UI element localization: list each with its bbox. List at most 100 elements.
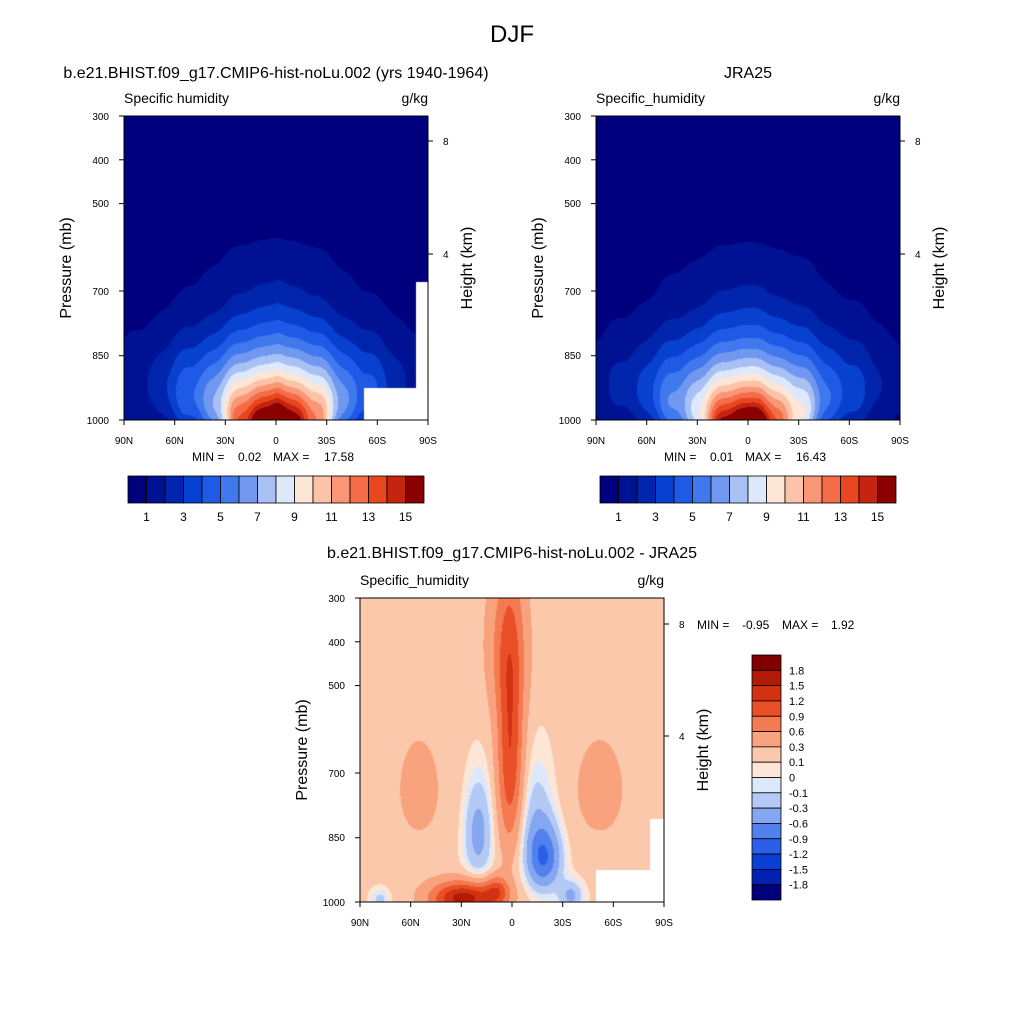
panel-diff-colorbar-box-7 [751,761,782,778]
panel-model-colorbar-box-11 [331,475,351,504]
panel-diff-y-ticks: 300 400 500 700 850 1000 [323,594,360,909]
panel-diff-ytick-label-1000: 1000 [323,898,346,909]
panel-model-max-label: MAX = [273,450,309,464]
figure-title: DJF [490,21,534,48]
panel-diff-y2-ticks: 8 4 [664,620,685,743]
panel-obs-colorbar-box-3 [655,475,675,504]
panel-diff-xtick-label-30n: 30N [452,918,470,929]
panel-model-ytick-label-300: 300 [92,112,109,123]
panel-model-max-value: 17.58 [324,450,354,464]
panel-diff: b.e21.BHIST.f09_g17.CMIP6-hist-noLu.002 … [294,545,855,929]
panel-obs-xtick-label-90s: 90S [891,436,909,447]
panel-model-contour-field [124,116,428,420]
panel-model-colorbar-label-0: 1 [143,510,150,524]
panel-model-min-value: 0.02 [238,450,262,464]
panel-obs-left-string: Specific_humidity [596,90,705,106]
panel-obs-colorbar-box-12 [821,475,841,504]
panel-obs-ytick-label-300: 300 [564,112,581,123]
panel-diff-xtick-label-90n: 90N [351,918,369,929]
panel-obs-colorbar-box-4 [673,475,693,504]
panel-obs-colorbar-box-2 [636,475,656,504]
panel-diff-colorbar-box-14 [751,868,782,886]
panel-obs-xtick-label-0: 0 [745,436,751,447]
panel-diff-x-ticks: 90N 60N 30N 0 30S 60S 90S [351,902,673,929]
panel-obs-ytick-label-700: 700 [564,287,581,298]
panel-diff-colorbar-label-11: -0.9 [789,834,808,846]
panel-model-y-ticks: 300 400 500 700 850 1000 [87,112,124,427]
panel-model-colorbar-box-1 [146,475,166,504]
panel-obs-min-value: 0.01 [710,450,734,464]
panel-obs-stats: MIN = 0.01 MAX = 16.43 [664,450,826,464]
panel-model-xtick-label-90s: 90S [419,436,437,447]
panel-model-colorbar-label-5: 11 [325,510,338,524]
panel-obs-y2label: Height (km) [931,227,948,310]
panel-diff-colorbar-box-9 [751,792,782,809]
panel-obs-colorbar-label-4: 9 [763,510,770,524]
panel-model-xtick-label-90n: 90N [115,436,133,447]
panel-model-ytick-label-1000: 1000 [87,416,110,427]
panel-obs-ytick-label-850: 850 [564,351,581,362]
panel-diff-colorbar-label-12: -1.2 [789,849,808,861]
panel-obs-min-label: MIN = [664,450,696,464]
panel-obs-colorbar-box-8 [747,475,767,504]
panel-diff-ytick-label-400: 400 [328,638,345,649]
panel-model-xtick-label-30n: 30N [216,436,234,447]
panel-diff-colorbar-box-5 [751,731,782,748]
panel-model-colorbar-label-4: 9 [291,510,298,524]
panel-diff-colorbar-label-8: -0.1 [789,788,808,800]
panel-obs-max-label: MAX = [745,450,781,464]
panel-diff-colorbar-box-12 [751,838,782,855]
panel-model-colorbar: 1 3 5 7 9 11 13 15 [127,475,425,524]
panel-model-colorbar-label-3: 7 [254,510,261,524]
panel-model-xtick-label-60s: 60S [368,436,386,447]
panel-model-colorbar-box-6 [238,475,258,504]
panel-diff-min-value: -0.95 [742,618,770,632]
panel-model-ytick-label-850: 850 [92,351,109,362]
panel-diff-colorbar-box-8 [751,777,782,794]
panel-diff-colorbar-box-4 [751,715,782,732]
panel-model-colorbar-box-13 [368,475,388,504]
panel-diff-xtick-label-90s: 90S [655,918,673,929]
panel-obs-colorbar-label-5: 11 [797,510,810,524]
panel-model-ytick-label-500: 500 [92,199,109,210]
panel-diff-xtick-label-0: 0 [509,918,515,929]
panel-model-colorbar-label-1: 3 [180,510,187,524]
panel-obs-colorbar-label-3: 7 [726,510,733,524]
panel-obs-colorbar: 1 3 5 7 9 11 13 15 [599,475,897,524]
panel-obs-colorbar-box-10 [784,475,804,504]
panel-diff-colorbar-box-1 [751,669,782,687]
panel-obs-x-ticks: 90N 60N 30N 0 30S 60S 90S [587,420,909,447]
panel-model-y2-ticks: 8 4 [428,137,449,261]
panel-diff-colorbar-label-9: -0.3 [789,803,808,815]
panel-obs-y2tick-label-4: 4 [915,250,921,261]
panel-obs-y2-ticks: 8 4 [900,137,921,261]
panel-diff-ytick-label-500: 500 [328,681,345,692]
panel-diff-max-label: MAX = [782,618,818,632]
panel-diff-colorbar-box-13 [751,853,782,870]
panel-model-colorbar-box-8 [275,475,295,504]
panel-obs-colorbar-label-1: 3 [652,510,659,524]
panel-model-ytick-label-400: 400 [92,156,109,167]
panel-obs-contour-field [596,116,900,420]
panel-model-colorbar-box-2 [164,475,184,504]
panel-model-stats: MIN = 0.02 MAX = 17.58 [192,450,354,464]
panel-model-title: b.e21.BHIST.f09_g17.CMIP6-hist-noLu.002 … [63,65,488,82]
panel-obs-colorbar-label-0: 1 [615,510,622,524]
panel-model-colorbar-box-5 [220,475,240,504]
panel-obs-xtick-label-90n: 90N [587,436,605,447]
panel-obs: JRA25 Specific_humidity g/kg 300 400 500… [530,65,948,524]
panel-diff-colorbar-label-1: 1.5 [789,681,804,693]
panel-obs-plot [595,115,901,421]
panel-diff-colorbar-box-6 [751,746,782,763]
panel-model-colorbar-box-0 [127,475,147,504]
panel-diff-ytick-label-300: 300 [328,594,345,605]
panel-diff-max-value: 1.92 [831,618,855,632]
panel-model-colorbar-box-7 [257,475,277,504]
panel-model-units: g/kg [402,90,428,106]
panel-obs-units: g/kg [874,90,900,106]
panel-obs-y2tick-label-8: 8 [915,137,921,148]
panel-diff-units: g/kg [638,572,664,588]
panel-diff-colorbar-label-13: -1.5 [789,864,808,876]
panel-model-xtick-label-30s: 30S [318,436,336,447]
panel-obs-ytick-label-1000: 1000 [559,416,582,427]
